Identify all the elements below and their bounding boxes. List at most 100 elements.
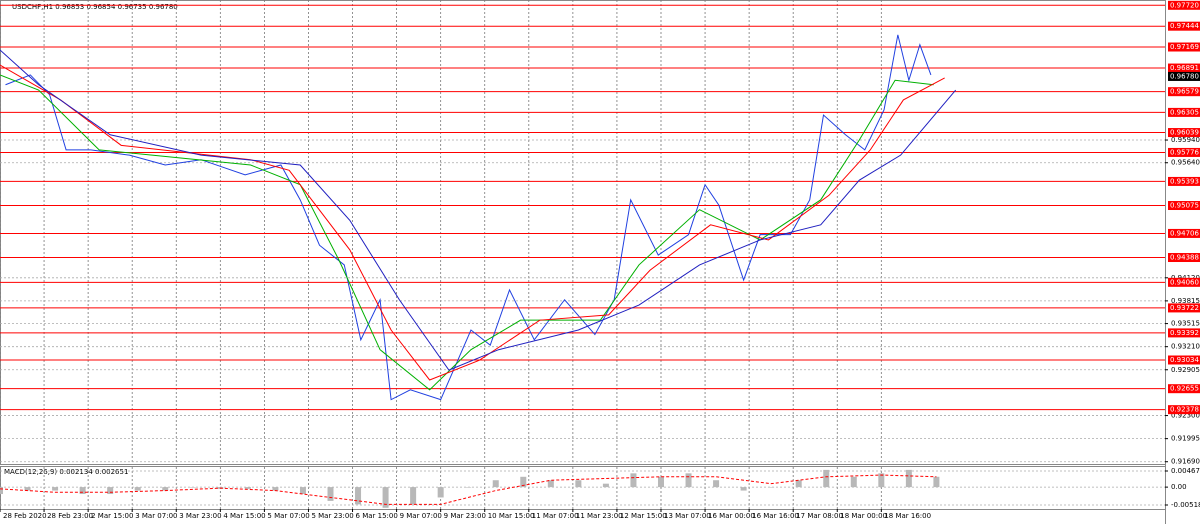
level-tag [1168, 405, 1200, 415]
level-tag [1168, 176, 1200, 186]
level-label: 0.97444 [1170, 22, 1199, 30]
y-tick-label: 0.91995 [1171, 435, 1200, 443]
histogram-bar [492, 480, 499, 488]
level-tag [1168, 21, 1200, 31]
level-label: 0.94388 [1170, 254, 1199, 262]
series-line [0, 474, 937, 505]
histogram-bar [713, 480, 720, 488]
x-tick-label: 6 Mar 15:00 [356, 512, 398, 520]
histogram-bar [299, 487, 306, 495]
level-tag [1168, 128, 1200, 138]
x-tick-label: 11 Mar 23:00 [576, 512, 623, 520]
y-tick-label: 0.00 [1171, 483, 1187, 491]
histogram-bar [520, 476, 527, 488]
histogram-bar [685, 473, 692, 488]
series-line [0, 49, 957, 371]
level-tag [1168, 201, 1200, 211]
level-tag [1168, 0, 1200, 10]
y-tick-label: 0.004679 [1171, 467, 1200, 475]
level-label: 0.93034 [1170, 356, 1199, 364]
level-tag [1168, 355, 1200, 365]
level-label: 0.96579 [1170, 88, 1199, 96]
level-tag [1168, 328, 1200, 338]
level-label: 0.93392 [1170, 329, 1199, 337]
x-tick-label: 18 Mar 00:00 [840, 512, 887, 520]
level-label: 0.95776 [1170, 148, 1199, 156]
level-label: 0.92655 [1170, 385, 1199, 393]
y-tick-label: 0.93515 [1171, 320, 1200, 328]
histogram-bar [162, 487, 169, 491]
histogram-bar [24, 487, 31, 491]
histogram-bar [410, 487, 417, 505]
y-tick-label: 0.91690 [1171, 458, 1200, 466]
x-tick-label: 4 Mar 15:00 [223, 512, 265, 520]
current-price-label: 0.96780 [1170, 72, 1199, 80]
histogram-bar [602, 483, 609, 488]
level-label: 0.97169 [1170, 43, 1199, 51]
macd-title: MACD(12,26,9) 0.002134 0.002651 [4, 468, 128, 476]
y-tick-label: 0.92905 [1171, 366, 1200, 374]
histogram-bar [327, 487, 334, 501]
series-line [0, 64, 945, 381]
x-tick-label: 3 Mar 23:00 [179, 512, 221, 520]
histogram-bar [272, 487, 279, 491]
level-label: 0.94706 [1170, 229, 1199, 237]
x-tick-label: 10 Mar 15:00 [488, 512, 535, 520]
level-tag [1168, 303, 1200, 313]
histogram-bar [657, 476, 664, 488]
x-tick-label: 11 Mar 07:00 [532, 512, 579, 520]
y-tick-label: 0.92300 [1171, 412, 1200, 420]
y-tick-label: 0.94120 [1171, 274, 1200, 282]
histogram-bar [0, 487, 3, 495]
x-tick-label: 17 Mar 08:00 [796, 512, 843, 520]
x-tick-label: 9 Mar 07:00 [400, 512, 442, 520]
level-label: 0.96305 [1170, 108, 1199, 116]
macd-panel [0, 466, 1166, 510]
histogram-bar [850, 476, 857, 488]
y-tick-label: 0.93210 [1171, 343, 1200, 351]
histogram-bar [575, 480, 582, 488]
level-tag [1168, 63, 1200, 73]
level-label: 0.94060 [1170, 278, 1199, 286]
histogram-bar [52, 487, 59, 491]
level-label: 0.95393 [1170, 177, 1199, 185]
y-tick-label: 0.93815 [1171, 297, 1200, 305]
level-label: 0.96039 [1170, 129, 1199, 137]
level-label: 0.95075 [1170, 202, 1199, 210]
histogram-bar [823, 469, 830, 488]
series-line [5, 34, 932, 401]
series-line [0, 74, 934, 391]
x-tick-label: 5 Mar 23:00 [311, 512, 353, 520]
level-tag [1168, 277, 1200, 287]
level-label: 0.96891 [1170, 64, 1199, 72]
histogram-bar [465, 487, 472, 488]
histogram-bar [79, 487, 86, 495]
y-tick-label: 0.95940 [1171, 136, 1200, 144]
level-tag [1168, 253, 1200, 263]
x-tick-label: 9 Mar 23:00 [444, 512, 486, 520]
level-label: 0.97720 [1170, 1, 1199, 9]
histogram-bar [382, 487, 389, 508]
histogram-bar [547, 480, 554, 488]
level-label: 0.92378 [1170, 406, 1199, 414]
histogram-bar [878, 473, 885, 488]
histogram-bar [630, 473, 637, 488]
chart-title: USDCHF,H1 0.96853 0.96854 0.96735 0.9678… [12, 3, 178, 11]
level-tag [1168, 87, 1200, 97]
histogram-bar [768, 487, 775, 488]
x-tick-label: 5 Mar 07:00 [267, 512, 309, 520]
histogram-bar [244, 487, 251, 489]
x-tick-label: 16 Mar 00:00 [708, 512, 755, 520]
x-tick-label: 28 Feb 23:00 [47, 512, 93, 520]
level-tag [1168, 147, 1200, 157]
histogram-bar [795, 480, 802, 488]
y-tick-label: 0.95640 [1171, 159, 1200, 167]
histogram-bar [134, 487, 141, 491]
level-tag [1168, 384, 1200, 394]
histogram-bar [189, 487, 196, 488]
level-tag [1168, 107, 1200, 117]
x-tick-label: 28 Feb 2020 [3, 512, 47, 520]
x-tick-label: 2 Mar 15:00 [91, 512, 133, 520]
x-tick-label: 13 Mar 07:00 [664, 512, 711, 520]
